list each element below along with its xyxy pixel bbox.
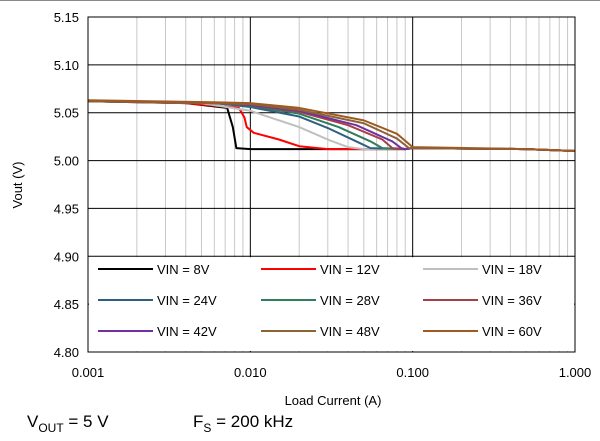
x-tick-label: 0.100 bbox=[396, 365, 429, 380]
caption-vout: VOUT = 5 V bbox=[27, 412, 109, 435]
legend-label: VIN = 36V bbox=[482, 293, 542, 308]
x-axis-label: Load Current (A) bbox=[285, 393, 382, 408]
legend-label: VIN = 24V bbox=[157, 293, 217, 308]
chart: VIN = 8V VIN = 12V VIN = 18V VIN = 24V VIN =… bbox=[10, 10, 592, 408]
x-tick-labels: 0.001 0.010 0.100 1.000 bbox=[72, 365, 592, 380]
legend-label: VIN = 12V bbox=[320, 262, 380, 277]
series-line bbox=[87, 100, 576, 152]
legend-label: VIN = 8V bbox=[157, 262, 210, 277]
y-tick-label: 5.10 bbox=[54, 58, 79, 73]
x-tick-label: 0.001 bbox=[72, 365, 105, 380]
legend-background bbox=[89, 257, 574, 351]
legend-label: VIN = 42V bbox=[157, 324, 217, 339]
top-rule bbox=[0, 0, 600, 1]
y-tick-label: 4.80 bbox=[54, 345, 79, 360]
plot-frame bbox=[87, 16, 576, 353]
series-line bbox=[87, 100, 576, 152]
caption-fs-value: = 200 kHz bbox=[211, 412, 294, 431]
series-line bbox=[87, 99, 576, 152]
series-line bbox=[87, 100, 576, 152]
x-tick-label: 0.010 bbox=[234, 365, 267, 380]
y-tick-label: 4.95 bbox=[54, 201, 79, 216]
legend-label: VIN = 60V bbox=[482, 324, 542, 339]
caption-vout-sub: OUT bbox=[38, 421, 64, 435]
series-lines bbox=[87, 99, 576, 152]
caption-fs: FS = 200 kHz bbox=[193, 412, 294, 435]
y-tick-label: 4.85 bbox=[54, 297, 79, 312]
y-tick-label: 5.05 bbox=[54, 106, 79, 121]
series-line bbox=[87, 100, 576, 152]
y-tick-label: 4.90 bbox=[54, 249, 79, 264]
series-line bbox=[87, 100, 576, 152]
caption-vout-main: V bbox=[27, 412, 39, 431]
series-line bbox=[87, 100, 576, 152]
series-line bbox=[87, 100, 576, 152]
series-line bbox=[87, 100, 576, 152]
legend-label: VIN = 48V bbox=[320, 324, 380, 339]
y-tick-labels: 4.80 4.85 4.90 4.95 5.00 5.05 5.10 5.15 bbox=[54, 10, 79, 360]
caption-vout-value: = 5 V bbox=[63, 412, 109, 431]
legend-label: VIN = 28V bbox=[320, 293, 380, 308]
legend-label: VIN = 18V bbox=[482, 262, 542, 277]
x-tick-label: 1.000 bbox=[559, 365, 592, 380]
caption-fs-main: F bbox=[193, 412, 204, 431]
legend: VIN = 8V VIN = 12V VIN = 18V VIN = 24V VIN =… bbox=[98, 262, 542, 339]
y-tick-label: 5.00 bbox=[54, 154, 79, 169]
y-tick-label: 5.15 bbox=[54, 10, 79, 25]
caption-fs-sub: S bbox=[203, 421, 212, 435]
y-axis-label: Vout (V) bbox=[10, 162, 25, 209]
